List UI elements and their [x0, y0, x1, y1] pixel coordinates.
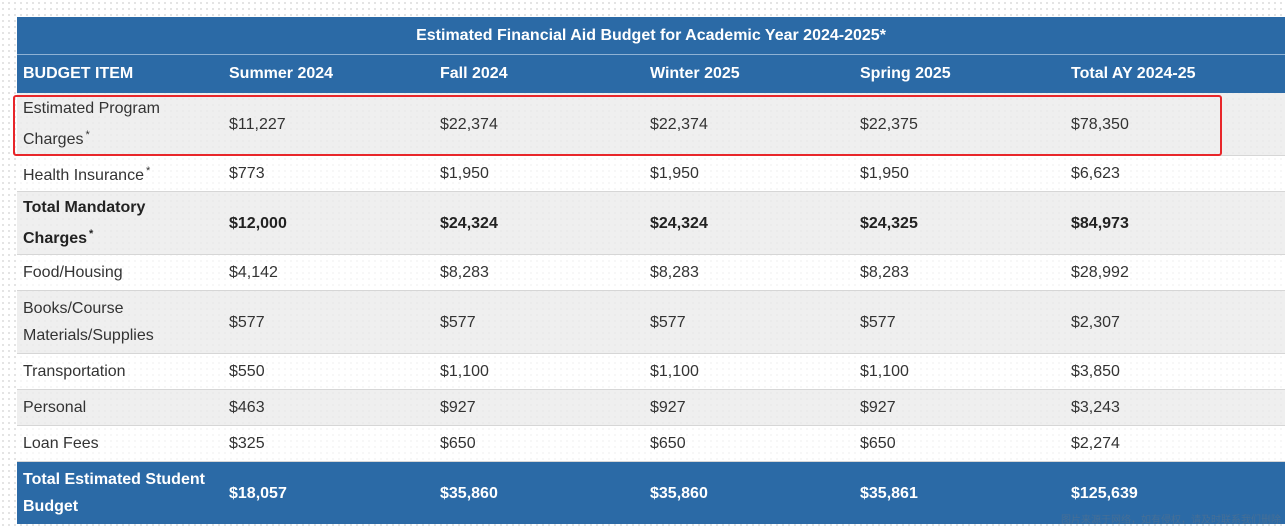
table-cell: $22,374 — [644, 93, 854, 156]
row-label: Loan Fees — [17, 425, 223, 462]
table-title: Estimated Financial Aid Budget for Acade… — [17, 17, 1285, 55]
table-cell: $1,100 — [644, 353, 854, 390]
table-cell: $3,850 — [1065, 353, 1285, 390]
table-cell: $84,973 — [1065, 191, 1285, 255]
total-cell: $35,860 — [644, 461, 854, 524]
table-cell: $11,227 — [223, 93, 434, 156]
watermark-text: 图片来源于网络，如有侵权，请及时联系我们删除 — [1061, 515, 1281, 526]
budget-table: Estimated Financial Aid Budget for Acade… — [17, 17, 1285, 524]
table-cell: $577 — [854, 290, 1065, 354]
header-spring-2025: Spring 2025 — [854, 54, 1065, 93]
total-cell: $18,057 — [223, 461, 434, 524]
table-cell: $1,950 — [644, 155, 854, 192]
table-row: Loan Fees $325 $650 $650 $650 $2,274 — [17, 425, 1285, 462]
table-cell: $550 — [223, 353, 434, 390]
table-cell: $650 — [854, 425, 1065, 462]
total-label: Total Estimated Student Budget — [17, 461, 223, 524]
table-cell: $650 — [434, 425, 644, 462]
table-cell: $463 — [223, 389, 434, 426]
asterisk-note: * — [85, 129, 90, 141]
header-winter-2025: Winter 2025 — [644, 54, 854, 93]
table-cell: $1,950 — [434, 155, 644, 192]
table-cell: $22,375 — [854, 93, 1065, 156]
table-cell: $3,243 — [1065, 389, 1285, 426]
table-title-row: Estimated Financial Aid Budget for Acade… — [17, 17, 1285, 55]
table-row: Transportation $550 $1,100 $1,100 $1,100… — [17, 353, 1285, 390]
total-cell: $35,861 — [854, 461, 1065, 524]
table-row: Books/Course Materials/Supplies $577 $57… — [17, 290, 1285, 354]
table-cell: $927 — [854, 389, 1065, 426]
table-cell: $8,283 — [434, 254, 644, 291]
table-cell: $650 — [644, 425, 854, 462]
header-summer-2024: Summer 2024 — [223, 54, 434, 93]
table-cell: $12,000 — [223, 191, 434, 255]
table-cell: $2,307 — [1065, 290, 1285, 354]
row-label: Estimated Program Charges * — [17, 93, 223, 156]
budget-table-container: Estimated Financial Aid Budget for Acade… — [17, 17, 1285, 524]
table-cell: $927 — [434, 389, 644, 426]
row-label: Total Mandatory Charges * — [17, 191, 223, 255]
table-cell: $1,100 — [854, 353, 1065, 390]
table-cell: $577 — [223, 290, 434, 354]
table-cell: $773 — [223, 155, 434, 192]
table-row: Estimated Program Charges * $11,227 $22,3… — [17, 93, 1285, 156]
header-budget-item: BUDGET ITEM — [17, 54, 223, 93]
total-row: Total Estimated Student Budget $18,057 $… — [17, 461, 1285, 524]
row-label: Health Insurance * — [17, 155, 223, 192]
table-cell: $24,324 — [434, 191, 644, 255]
row-label: Transportation — [17, 353, 223, 390]
table-row: Health Insurance * $773 $1,950 $1,950 $1,… — [17, 155, 1285, 192]
table-cell: $927 — [644, 389, 854, 426]
asterisk-note: * — [145, 165, 151, 177]
table-cell: $22,374 — [434, 93, 644, 156]
table-cell: $24,325 — [854, 191, 1065, 255]
table-header-row: BUDGET ITEM Summer 2024 Fall 2024 Winter… — [17, 54, 1285, 93]
header-total-ay: Total AY 2024-25 — [1065, 54, 1285, 93]
row-label: Books/Course Materials/Supplies — [17, 290, 223, 354]
table-cell: $1,100 — [434, 353, 644, 390]
table-row: Food/Housing $4,142 $8,283 $8,283 $8,283… — [17, 254, 1285, 291]
table-cell: $577 — [434, 290, 644, 354]
table-cell: $28,992 — [1065, 254, 1285, 291]
total-cell: $35,860 — [434, 461, 644, 524]
table-cell: $2,274 — [1065, 425, 1285, 462]
row-label: Food/Housing — [17, 254, 223, 291]
header-fall-2024: Fall 2024 — [434, 54, 644, 93]
table-cell: $577 — [644, 290, 854, 354]
total-cell: $125,639 — [1065, 461, 1285, 524]
asterisk-note: * — [89, 228, 94, 240]
table-row: Personal $463 $927 $927 $927 $3,243 — [17, 389, 1285, 426]
table-cell: $78,350 — [1065, 93, 1285, 156]
row-label: Personal — [17, 389, 223, 426]
table-cell: $4,142 — [223, 254, 434, 291]
table-cell: $8,283 — [644, 254, 854, 291]
table-row: Total Mandatory Charges * $12,000 $24,324… — [17, 191, 1285, 255]
table-cell: $1,950 — [854, 155, 1065, 192]
table-cell: $325 — [223, 425, 434, 462]
table-cell: $8,283 — [854, 254, 1065, 291]
table-cell: $24,324 — [644, 191, 854, 255]
table-cell: $6,623 — [1065, 155, 1285, 192]
